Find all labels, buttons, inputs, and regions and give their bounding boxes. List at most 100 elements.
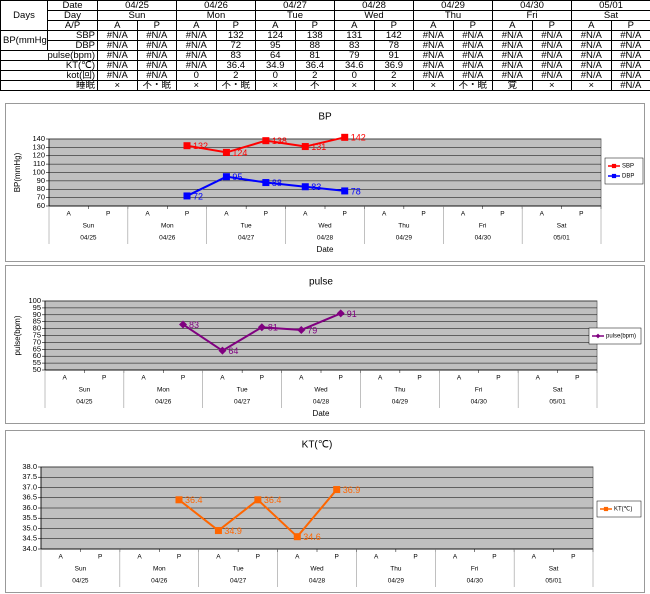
table-cell: 83	[215, 50, 256, 61]
period-header: A	[97, 20, 138, 31]
chart-title: pulse	[309, 277, 333, 288]
period-header: P	[373, 20, 414, 31]
table-cell: 132	[215, 30, 256, 41]
table-cell: #N/A	[413, 70, 454, 81]
x-tick-label: P	[575, 375, 579, 382]
table-cell: 36.4	[294, 60, 335, 71]
x-tick-label: P	[421, 211, 425, 218]
row-header: kot(回)	[0, 70, 98, 81]
date-label: 04/25	[80, 235, 97, 242]
table-cell: #N/A	[571, 40, 612, 51]
table-cell: #N/A	[176, 60, 217, 71]
table-row: pulse(bpm) #N/A #N/A #N/A 83 64 81 79 91 #N/A #N/A…	[0, 50, 650, 61]
date-label: 05/01	[549, 399, 566, 406]
table-cell: 78	[373, 40, 414, 51]
data-label: 83	[311, 182, 321, 192]
table-row: Days Date 04/25 04/26 04/27 04/28 04/29 04/30 05…	[0, 0, 650, 31]
table-cell: #N/A	[136, 30, 177, 41]
data-label: 142	[351, 133, 366, 143]
data-label: 36.4	[264, 495, 282, 505]
table-cell: #N/A	[452, 30, 493, 41]
y-tick-label: 38.0	[22, 462, 37, 471]
day-header: Sun	[97, 10, 177, 21]
data-point	[254, 496, 262, 504]
legend-marker	[611, 173, 617, 179]
y-tick-label: 55	[33, 358, 41, 367]
x-tick-label: A	[216, 554, 221, 561]
data-point	[175, 496, 183, 504]
data-label: 34.9	[224, 526, 242, 536]
table-cell: #N/A	[97, 50, 138, 61]
row-header: Date	[47, 0, 98, 11]
day-label: Fri	[479, 223, 487, 230]
row-header: KT(℃)	[0, 60, 98, 71]
x-tick-label: A	[141, 375, 146, 382]
x-tick-label: A	[303, 211, 308, 218]
table-cell: ×	[334, 80, 375, 91]
table-cell: 88	[294, 40, 335, 51]
table-cell: 36.9	[373, 60, 414, 71]
table-cell: #N/A	[176, 40, 217, 51]
x-tick-label: P	[579, 211, 583, 218]
table-cell: #N/A	[492, 40, 533, 51]
x-tick-label: A	[374, 554, 379, 561]
x-tick-label: P	[181, 375, 185, 382]
day-label: Sat	[553, 387, 563, 394]
date-label: 05/01	[545, 578, 562, 585]
table-cell: #N/A	[136, 50, 177, 61]
y-tick-label: 95	[33, 303, 41, 312]
data-label: 124	[232, 148, 247, 158]
day-label: Sun	[75, 566, 87, 573]
data-label: 64	[228, 346, 238, 356]
legend-label: SBP	[622, 164, 634, 170]
table-cell: #N/A	[571, 70, 612, 81]
table-cell: #N/A	[492, 50, 533, 61]
data-point	[333, 486, 341, 494]
table-cell: #N/A	[531, 30, 572, 41]
data-point	[179, 320, 187, 329]
y-tick-label: 85	[33, 317, 41, 326]
period-header: P	[136, 20, 177, 31]
data-label: 79	[307, 325, 317, 335]
table-cell: 34.6	[334, 60, 375, 71]
row-header: A/P	[47, 20, 98, 31]
table-cell: #N/A	[176, 30, 217, 41]
group-header: BP(mmHg)	[0, 30, 48, 51]
table-cell: 覚	[492, 80, 533, 91]
table-cell: ×	[176, 80, 217, 91]
data-label: 95	[232, 172, 242, 182]
x-tick-label: A	[59, 554, 64, 561]
y-tick-label: 110	[33, 159, 45, 168]
table-cell: 0	[334, 70, 375, 81]
table-cell: 131	[334, 30, 375, 41]
table-row: A/P A P A P A P A P A P A P A P	[1, 20, 650, 31]
table-cell: ×	[413, 80, 454, 91]
data-point	[183, 142, 191, 150]
date-label: 05/01	[553, 235, 570, 242]
y-tick-label: 70	[33, 337, 41, 346]
x-tick-label: A	[220, 375, 225, 382]
y-tick-label: 37.5	[22, 472, 37, 481]
row-header: DBP	[47, 40, 98, 51]
date-label: 04/26	[155, 399, 172, 406]
table-row: KT(℃) #N/A #N/A #N/A 36.4 34.9 36.4 34.6 36.9 #N/…	[0, 60, 650, 71]
y-tick-label: 100	[28, 296, 41, 305]
table-cell: #N/A	[492, 60, 533, 71]
date-header: 04/27	[255, 0, 335, 11]
day-header: Tue	[255, 10, 335, 21]
x-tick-label: P	[500, 211, 504, 218]
x-tick-label: A	[63, 375, 68, 382]
y-tick-label: 120	[32, 151, 45, 160]
table-cell: #N/A	[136, 60, 177, 71]
day-label: Sat	[557, 223, 567, 230]
table-cell: #N/A	[452, 40, 493, 51]
table-cell: 不	[294, 80, 335, 91]
date-header: 05/01	[571, 0, 650, 11]
y-tick-label: 34.5	[22, 534, 37, 543]
date-label: 04/29	[392, 399, 409, 406]
data-label: 91	[347, 309, 357, 319]
date-label: 04/30	[467, 578, 484, 585]
table-cell: 124	[255, 30, 296, 41]
x-tick-label: A	[536, 375, 541, 382]
table-cell: ×	[373, 80, 414, 91]
